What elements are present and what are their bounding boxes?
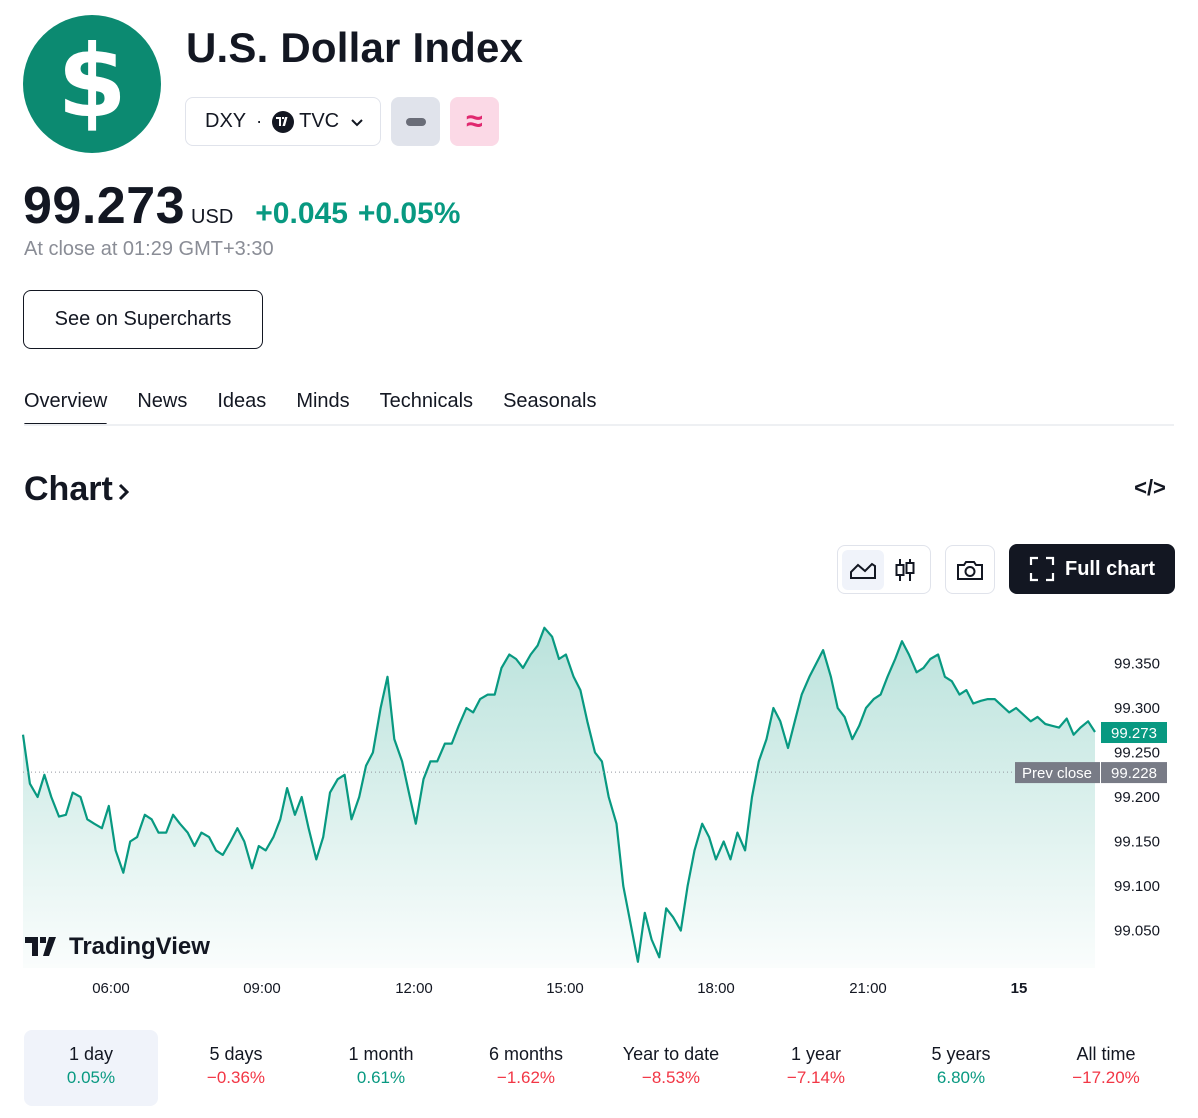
tabs-divider [24,424,1174,426]
range-value: 0.61% [356,1068,406,1087]
range-6-months[interactable]: 6 months −1.62% [459,1030,593,1106]
tab-technicals[interactable]: Technicals [379,390,474,412]
derived-data-icon[interactable]: ≈ [450,97,499,146]
x-tick-label: 15 [1011,980,1028,997]
y-tick-label: 99.250 [1114,744,1160,761]
price-change-percent: +0.05% [357,197,461,230]
range-1-month[interactable]: 1 month 0.61% [314,1030,448,1106]
price-change: +0.045 [255,197,348,230]
y-tick-label: 99.100 [1114,878,1160,895]
tradingview-logo-icon [25,937,56,956]
tab-overview[interactable]: Overview [24,390,108,426]
tradingview-watermark: TradingView [25,933,210,960]
area-chart-icon [850,562,876,579]
range-label: 5 days [209,1044,263,1064]
tab-seasonals[interactable]: Seasonals [503,390,597,412]
range-value: 6.80% [936,1068,986,1087]
quote-row: 99.273 USD +0.045 +0.05% [23,176,460,236]
price-line [21,626,1096,963]
chart-heading-text: Chart [24,470,113,508]
range-year-to-date[interactable]: Year to date −8.53% [604,1030,738,1106]
area-fill [23,627,1095,968]
x-tick-label: 21:00 [849,980,887,997]
range-all-time[interactable]: All time −17.20% [1039,1030,1173,1106]
watermark-text: TradingView [69,933,210,960]
range-label: Year to date [622,1044,720,1064]
exchange-name: TVC [299,110,340,132]
candles-chart-button[interactable] [884,550,926,590]
snapshot-button[interactable] [945,545,995,594]
x-tick-label: 09:00 [243,980,281,997]
range-1-year[interactable]: 1 year −7.14% [749,1030,883,1106]
range-value: −1.62% [496,1068,556,1087]
chart-area [21,626,1096,968]
prev-close-value-tag [1101,762,1167,784]
chart-style-toggle [837,545,931,594]
candlestick-icon [895,558,915,581]
range-value: −7.14% [786,1068,846,1087]
range-label: 1 day [68,1044,114,1064]
range-value: −8.53% [641,1068,701,1087]
currency: USD [191,206,234,228]
see-on-supercharts-button[interactable]: See on Supercharts [23,290,263,349]
y-tick-label: 99.150 [1114,834,1160,851]
x-tick-label: 06:00 [92,980,130,997]
range-label: 6 months [488,1044,564,1064]
last-value-label: 99.273 [1111,725,1157,742]
chart-heading-link[interactable]: Chart [24,470,131,509]
area-chart-button[interactable] [842,549,884,590]
symbol-exchange-selector[interactable]: DXY · TVC [185,97,381,146]
last-price: 99.273 [23,177,186,235]
camera-icon [957,560,983,580]
x-axis: 06:00 09:00 12:00 15:00 18:00 21:00 15 [92,980,1027,997]
fullscreen-icon [1029,556,1055,582]
range-label: 5 years [931,1044,991,1064]
range-value: −0.36% [206,1068,266,1087]
section-tabs: Overview News Ideas Minds Technicals Sea… [24,390,626,426]
range-1-day[interactable]: 1 day 0.05% [24,1030,158,1106]
dollar-logo: $ [23,15,161,153]
prev-close-value: 99.228 [1111,765,1157,782]
full-chart-label: Full chart [1064,557,1155,580]
prev-close-tag [1015,762,1100,784]
performance-ranges: 1 day 0.05% 5 days −0.36% 1 month 0.61% … [24,1030,1174,1106]
range-label: 1 year [790,1044,842,1064]
range-5-days[interactable]: 5 days −0.36% [169,1030,303,1106]
chevron-right-icon [118,483,129,500]
full-chart-button[interactable]: Full chart [1009,544,1175,594]
x-tick-label: 15:00 [546,980,584,997]
embed-code-icon[interactable]: </> [1134,475,1166,500]
y-tick-label: 99.300 [1114,700,1160,717]
y-tick-label: 99.050 [1114,923,1160,940]
y-tick-label: 99.350 [1114,655,1160,672]
chevron-down-icon [351,110,363,133]
range-5-years[interactable]: 5 years 6.80% [894,1030,1028,1106]
tab-news[interactable]: News [137,390,188,412]
range-value: −17.20% [1072,1068,1140,1087]
close-time: At close at 01:29 GMT+3:30 [24,238,274,260]
market-status-icon[interactable] [391,97,440,146]
prev-close-text: Prev close [1022,765,1092,782]
tab-ideas[interactable]: Ideas [217,390,267,412]
range-label: 1 month [348,1044,414,1064]
dollar-sign-icon: $ [57,23,127,140]
symbol-ticker: DXY [205,110,247,132]
tab-minds[interactable]: Minds [296,390,350,412]
price-chart[interactable]: Prev close 99.228 99.350 99.300 99.250 99.20… [0,600,1198,1020]
last-value-tag [1101,722,1167,744]
x-tick-label: 18:00 [697,980,735,997]
y-axis: 99.350 99.300 99.250 99.200 99.150 99.100 99.0… [1101,655,1167,940]
tradingview-mini-icon [272,110,295,133]
y-tick-label: 99.200 [1114,789,1160,806]
prev-close-group: Prev close 99.228 [23,762,1167,784]
separator-dot: · [256,111,263,131]
x-tick-label: 12:00 [395,980,433,997]
page-title: U.S. Dollar Index [186,24,524,71]
range-value: 0.05% [66,1068,116,1087]
range-label: All time [1076,1044,1136,1064]
